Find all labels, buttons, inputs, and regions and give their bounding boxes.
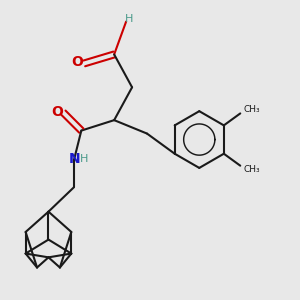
Text: H: H — [80, 154, 88, 164]
Text: H: H — [125, 14, 133, 24]
Text: CH₃: CH₃ — [243, 165, 260, 174]
Text: O: O — [71, 55, 83, 69]
Text: N: N — [69, 152, 81, 166]
Text: CH₃: CH₃ — [243, 105, 260, 114]
Text: O: O — [51, 105, 63, 119]
